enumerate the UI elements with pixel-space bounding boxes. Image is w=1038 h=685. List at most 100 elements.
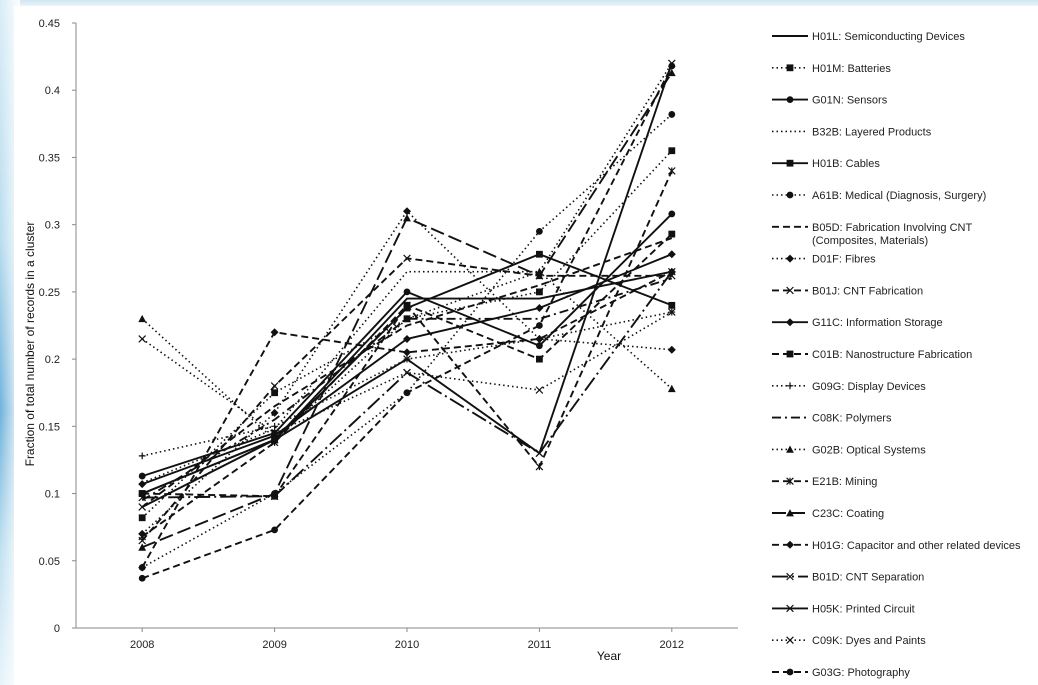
x-axis-title: Year [597, 649, 621, 663]
legend-label: E21B: Mining [812, 476, 877, 488]
data-point-marker [138, 452, 146, 460]
legend-label: C08K: Polymers [812, 413, 892, 425]
data-point-marker [403, 355, 411, 363]
legend-item: H01M: Batteries [772, 63, 891, 75]
data-point-marker [535, 334, 544, 343]
y-tick-label: 0 [54, 623, 60, 635]
x-tick-label: 2008 [130, 639, 154, 651]
legend-item: A61B: Medical (Diagnosis, Surgery) [772, 190, 986, 202]
legend-item: H05K: Printed Circuit [772, 603, 915, 615]
series-13 [141, 277, 673, 502]
data-point-marker [786, 445, 794, 453]
data-point-marker [271, 389, 278, 397]
legend-label: G11C: Information Storage [812, 317, 943, 329]
data-point-marker [668, 111, 676, 118]
series-line [141, 257, 672, 542]
series-line [142, 311, 672, 457]
legend-label: B01J: CNT Fabrication [812, 285, 923, 297]
data-point-marker [403, 314, 411, 323]
series-line [141, 113, 673, 569]
data-point-marker [786, 159, 794, 167]
data-point-marker [535, 449, 544, 458]
data-point-marker [138, 574, 146, 582]
data-point-marker [668, 230, 676, 238]
data-point-marker [668, 62, 676, 70]
data-point-marker [786, 604, 794, 613]
x-tick-label: 2009 [262, 639, 286, 651]
data-point-marker [138, 472, 146, 480]
series-line [141, 311, 673, 434]
data-point-marker [536, 227, 543, 235]
legend-label: H01B: Cables [812, 158, 880, 170]
data-point-marker [403, 348, 411, 357]
series-line [141, 62, 673, 484]
data-point-marker [786, 382, 794, 390]
data-point-marker [536, 355, 543, 363]
data-point-marker [536, 250, 543, 258]
series-line [141, 270, 673, 441]
data-point-marker [667, 68, 676, 77]
series-15 [138, 167, 676, 541]
data-point-marker [786, 64, 794, 72]
legend-item: H01L: Semiconducting Devices [772, 31, 965, 43]
legend-label: G09G: Display Devices [812, 381, 926, 393]
data-point-marker [270, 328, 279, 337]
data-point-marker [138, 335, 147, 343]
data-point-marker [536, 288, 543, 296]
data-point-marker [138, 493, 147, 502]
legend-item: G09G: Display Devices [772, 381, 926, 393]
data-point-marker [668, 301, 676, 309]
data-point-marker [786, 286, 794, 295]
data-point-marker [403, 254, 411, 263]
y-tick-label: 0.25 [39, 287, 60, 299]
series-20 [138, 308, 676, 437]
series-2 [138, 147, 676, 522]
legend-label: H01L: Semiconducting Devices [812, 31, 965, 43]
legend-label: A61B: Medical (Diagnosis, Surgery) [812, 190, 986, 202]
data-point-marker [138, 480, 147, 489]
data-point-marker [138, 532, 147, 541]
series-11 [138, 230, 676, 500]
data-point-marker [667, 345, 676, 354]
data-point-marker [786, 509, 794, 517]
data-point-marker [536, 342, 543, 350]
legend-item: C09K: Dyes and Paints [772, 635, 926, 647]
data-point-marker [271, 422, 278, 430]
line-chart: 0 0.05 0.1 0.15 0.2 0.25 0.3 0.35 0.4 0.45 2008 200… [23, 18, 1021, 679]
x-tick-label: 2011 [528, 639, 552, 651]
data-point-marker [535, 271, 544, 280]
legend-item: G11C: Information Storage [772, 317, 943, 329]
series-21 [138, 62, 676, 582]
y-tick-label: 0.45 [39, 18, 60, 30]
series-17 [138, 267, 676, 572]
y-axis-title: Fraction of total number of records in a… [23, 222, 37, 467]
legend-label: B05D: Fabrication Involving CNT (Composit… [812, 222, 972, 247]
chart-legend: H01L: Semiconducting Devices H01M: Batter… [772, 31, 1021, 679]
data-point-marker [403, 301, 411, 310]
chart-card: 0 0.05 0.1 0.15 0.2 0.25 0.3 0.35 0.4 0.45 2008 200… [14, 6, 1038, 685]
legend-item: B01J: CNT Fabrication [772, 285, 923, 297]
data-point-marker [786, 191, 794, 199]
series-line [141, 213, 673, 478]
series-4 [141, 62, 673, 484]
data-point-marker [667, 308, 676, 316]
data-point-marker [138, 503, 147, 511]
legend-label: H05K: Printed Circuit [812, 603, 915, 615]
data-point-marker [667, 167, 676, 175]
data-point-marker [786, 540, 794, 549]
data-point-marker [138, 543, 147, 551]
series-10 [138, 250, 676, 489]
data-point-marker [270, 382, 279, 390]
data-point-marker [786, 636, 794, 645]
legend-item: H01G: Capacitor and other related device… [772, 540, 1021, 552]
legend-item: G03G: Photography [772, 667, 910, 679]
data-point-marker [403, 288, 411, 296]
data-point-marker [403, 214, 411, 222]
series-line [141, 277, 673, 502]
data-point-marker [786, 477, 794, 486]
legend-item: D01F: Fibres [772, 254, 876, 266]
legend-label: D01F: Fibres [812, 254, 876, 266]
series-12 [138, 308, 676, 460]
data-point-marker [668, 210, 676, 218]
data-point-marker [138, 563, 147, 572]
